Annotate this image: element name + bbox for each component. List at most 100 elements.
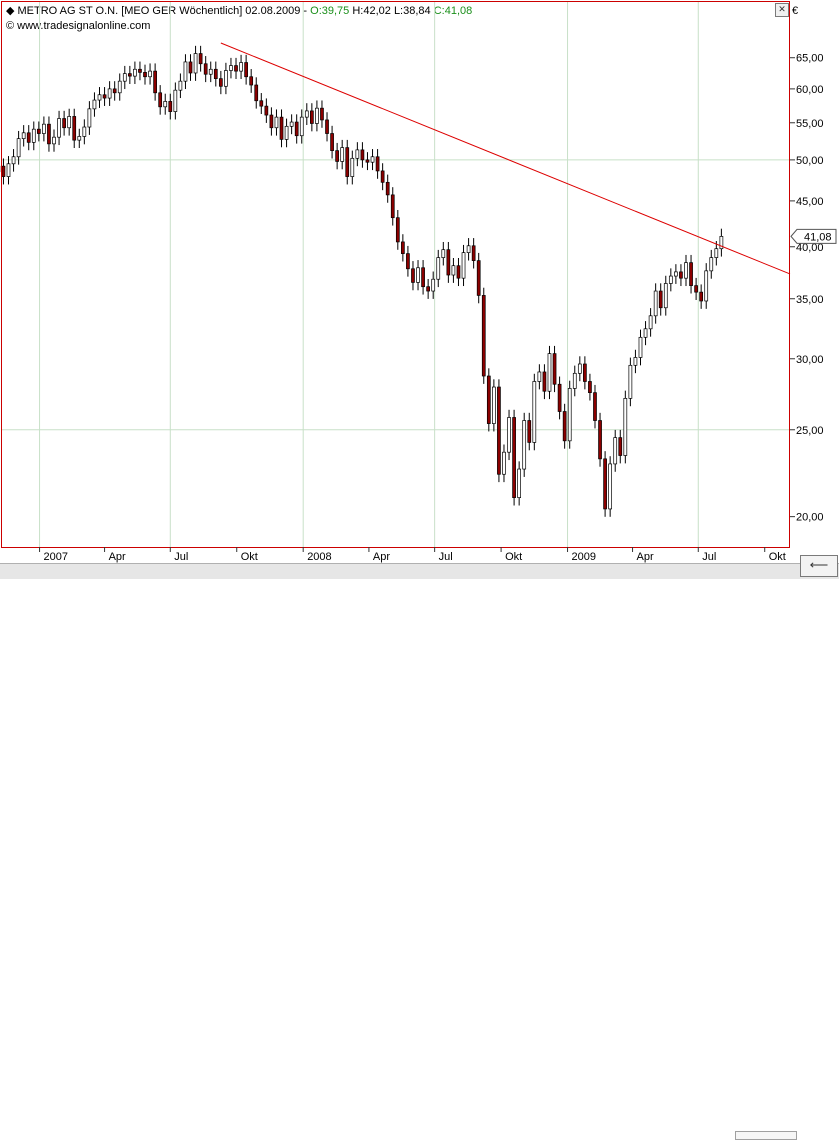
candle-body bbox=[168, 101, 173, 112]
candle bbox=[158, 85, 163, 115]
scrollbar-handle[interactable] bbox=[735, 1131, 797, 1140]
candle bbox=[203, 56, 208, 83]
candle bbox=[583, 356, 587, 390]
candle bbox=[229, 57, 233, 79]
candle bbox=[385, 174, 390, 203]
candle-body bbox=[557, 383, 562, 412]
time-scrollbar[interactable] bbox=[0, 563, 839, 1140]
candle bbox=[224, 62, 228, 95]
candle-body bbox=[208, 68, 213, 75]
y-tick-label: 55,00 bbox=[796, 118, 824, 130]
candle-body bbox=[588, 381, 592, 394]
candle bbox=[719, 228, 724, 257]
close-icon: ✕ bbox=[778, 4, 786, 14]
price-chart[interactable]: 20,00 25,00 30,00 35,00 40,00 45,00 50,00 55,00… bbox=[0, 0, 839, 563]
candle-body bbox=[279, 116, 284, 140]
candle-body bbox=[127, 73, 132, 77]
candle-body bbox=[648, 315, 653, 330]
candle bbox=[562, 403, 567, 449]
candle-body bbox=[512, 417, 516, 498]
candle bbox=[603, 451, 607, 517]
candle-body bbox=[517, 468, 521, 498]
candle bbox=[320, 100, 324, 128]
candle-body bbox=[395, 217, 400, 243]
scroll-to-end-button[interactable]: ⟵ bbox=[800, 555, 838, 577]
candle-body bbox=[345, 147, 350, 177]
candle-body bbox=[390, 194, 395, 219]
candle bbox=[117, 73, 122, 101]
candle bbox=[82, 119, 87, 145]
candle-body bbox=[421, 267, 425, 288]
candle bbox=[507, 409, 511, 461]
candle bbox=[668, 268, 673, 292]
candle-body bbox=[183, 61, 188, 82]
candle-body bbox=[315, 107, 319, 124]
candle-body bbox=[138, 68, 142, 73]
x-tick-label: Apr bbox=[373, 551, 390, 563]
candle-body bbox=[112, 88, 117, 94]
candle bbox=[259, 93, 264, 114]
candle bbox=[431, 271, 436, 299]
candle bbox=[345, 139, 350, 185]
candle bbox=[552, 345, 557, 393]
candle-body bbox=[42, 123, 46, 134]
candle-body bbox=[47, 123, 51, 145]
candle-body bbox=[77, 136, 82, 141]
candle bbox=[284, 118, 289, 148]
instrument-header: ◆ METRO AG ST O.N. [MEO GER Wöchentlich]… bbox=[6, 4, 472, 17]
candle bbox=[628, 357, 633, 407]
candle bbox=[365, 152, 370, 171]
x-tick-label: Apr bbox=[109, 551, 126, 563]
candle bbox=[173, 82, 178, 120]
candle-body bbox=[446, 249, 451, 276]
candle bbox=[294, 114, 299, 144]
candle bbox=[148, 63, 152, 85]
source-url: www.tradesignalonline.com bbox=[17, 20, 151, 32]
candle bbox=[492, 379, 496, 432]
candle bbox=[714, 240, 719, 266]
candle-body bbox=[674, 271, 678, 277]
candle-body bbox=[26, 132, 31, 143]
candle-body bbox=[304, 110, 309, 118]
high-value: H:42,02 bbox=[352, 5, 391, 17]
candle bbox=[598, 412, 602, 467]
candle-body bbox=[633, 357, 638, 366]
candle-body bbox=[481, 295, 486, 377]
candle bbox=[674, 264, 678, 284]
candle bbox=[567, 380, 572, 449]
candle bbox=[244, 54, 248, 85]
y-tick-label: 45,00 bbox=[796, 196, 824, 208]
x-axis: 2007 Apr Jul Okt 2008 Apr Jul Okt 2009 Apr Jul Okt bbox=[39, 547, 786, 563]
instrument-title: METRO AG ST O.N. [MEO GER Wöchentlich] 0… bbox=[17, 5, 311, 17]
candle-body bbox=[401, 241, 405, 254]
candle bbox=[593, 384, 597, 429]
candle bbox=[340, 139, 345, 170]
candle-body bbox=[699, 291, 704, 302]
candle bbox=[709, 249, 714, 279]
candle bbox=[451, 257, 456, 283]
candle bbox=[426, 278, 430, 299]
candle-body bbox=[577, 363, 582, 374]
x-tick-label: Okt bbox=[505, 551, 522, 563]
candle-body bbox=[340, 147, 345, 162]
y-tick-label: 65,00 bbox=[796, 53, 824, 65]
x-tick-label: Okt bbox=[769, 551, 786, 563]
candle-body bbox=[623, 398, 628, 456]
candle-body bbox=[436, 257, 441, 280]
candle-body bbox=[471, 245, 476, 261]
candle bbox=[694, 277, 698, 300]
candle bbox=[122, 65, 127, 90]
candle bbox=[481, 287, 486, 384]
candle bbox=[11, 149, 16, 172]
trendline[interactable] bbox=[220, 42, 791, 275]
x-tick-label: Jul bbox=[439, 551, 453, 563]
candle-body bbox=[335, 150, 339, 162]
candle-body bbox=[299, 116, 304, 137]
candle-body bbox=[310, 110, 314, 124]
y-tick-label: 35,00 bbox=[796, 294, 824, 306]
candle bbox=[679, 264, 683, 287]
candle bbox=[325, 112, 329, 142]
candle-body bbox=[274, 116, 279, 129]
candle-body bbox=[426, 286, 430, 292]
close-chart-button[interactable]: ✕ bbox=[775, 3, 789, 17]
